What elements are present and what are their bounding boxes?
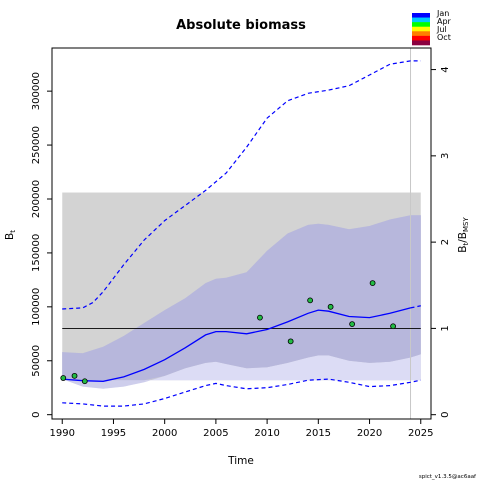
y-tick-label: 250000 (31, 126, 42, 164)
x-tick-label: 2015 (306, 428, 331, 439)
x-tick-label: 1995 (101, 428, 126, 439)
index-point (81, 378, 88, 385)
y-right-tick-label: 1 (440, 325, 451, 331)
x-axis-title: Time (227, 455, 254, 467)
y-axis-title-right-main: B (457, 246, 469, 253)
y-tick-label: 100000 (31, 288, 42, 326)
y-axis-title-right: Bt/BMSY (457, 217, 470, 253)
legend-label: Apr (437, 17, 452, 26)
svg-text:Bt/BMSY: Bt/BMSY (457, 217, 470, 253)
legend-swatch (412, 35, 430, 41)
x-tick-label: 1990 (50, 428, 75, 439)
index-point (327, 303, 334, 310)
biomass-estimate-line (62, 307, 411, 382)
index-point (390, 323, 397, 330)
x-tick-label: 2020 (357, 428, 382, 439)
y-right-tick-label: 3 (440, 153, 451, 159)
x-tick-label: 2005 (203, 428, 228, 439)
ci-band-overlay (62, 215, 421, 389)
y-axis-title-left-main: B (4, 233, 16, 240)
y-right-tick-label: 4 (440, 66, 451, 72)
y-axis-title-right-denom: /B (457, 232, 469, 243)
plot-frame (51, 47, 432, 420)
svg-text:Bt: Bt (4, 230, 17, 240)
y-axis-title-left-sub: t (9, 230, 17, 233)
legend-swatch (412, 17, 430, 23)
y-right-tick-label: 2 (440, 239, 451, 245)
y-tick-label: 300000 (31, 72, 42, 110)
legend-swatch (412, 40, 430, 46)
index-point (257, 314, 263, 321)
index-point (71, 372, 78, 379)
index-point (60, 375, 67, 381)
legend-label: Oct (437, 33, 451, 42)
y-tick-label: 200000 (31, 180, 42, 218)
ci-band (62, 215, 421, 381)
y-axis-title-left: Bt (4, 230, 17, 240)
legend-swatch (412, 22, 430, 28)
biomass-forecast-line (410, 305, 421, 309)
y-right-tick-label: 0 (440, 412, 451, 418)
y-axis-title-right-sub: t (462, 243, 470, 246)
index-point (349, 321, 356, 327)
chart-title: Absolute biomass (176, 18, 306, 33)
index-point (369, 280, 376, 287)
legend-swatch (412, 13, 430, 18)
legend-swatch (412, 31, 430, 37)
index-point (287, 338, 294, 345)
x-tick-label: 2010 (254, 428, 279, 439)
upper-95-line (62, 60, 421, 310)
lower-95-line (62, 378, 421, 407)
x-tick-label: 2000 (152, 428, 177, 439)
x-tick-label: 2025 (408, 428, 433, 439)
legend-label: Jan (436, 9, 449, 18)
y-tick-label: 150000 (31, 234, 42, 272)
y-axis-title-right-denom-sub: MSY (462, 217, 470, 232)
y-tick-label: 0 (31, 412, 42, 418)
legend-swatch (412, 26, 430, 32)
legend-label: Jul (436, 25, 447, 34)
y-tick-label: 50000 (31, 345, 42, 377)
ci-band-light (62, 354, 421, 389)
footer-version: spict_v1.3.5@ac6aaf (419, 474, 477, 480)
index-point (307, 297, 314, 304)
plot-area: 1990 1995 2000 2005 2010 2015 2020 202505000010… (31, 47, 451, 439)
